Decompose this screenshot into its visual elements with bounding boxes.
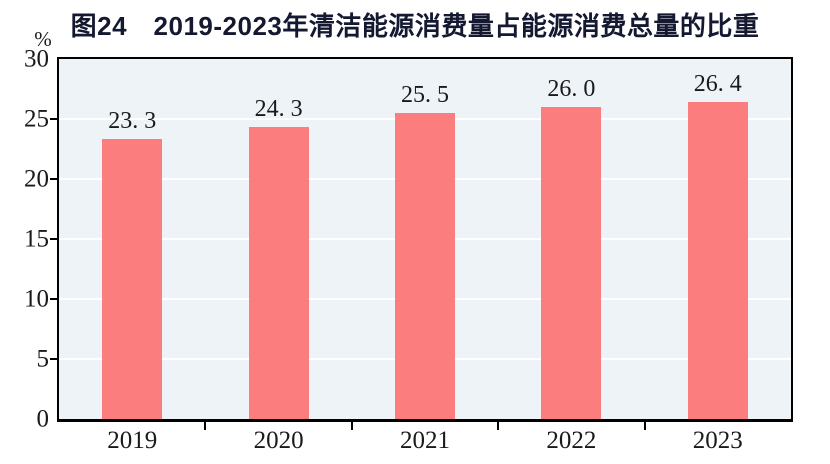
x-tick-mark [204, 422, 207, 430]
bar-value-label: 26. 0 [547, 75, 596, 102]
y-tick-label: 10 [24, 285, 49, 313]
chart-title: 图24 2019-2023年清洁能源消费量占能源消费总量的比重 [70, 11, 760, 41]
y-axis: 0 5 10 15 20 25 30 [0, 47, 57, 432]
y-tick-mark [50, 358, 57, 360]
x-axis: 2019 2020 2021 2022 2023 [59, 422, 791, 462]
x-tick-label-2020: 2020 [253, 427, 304, 454]
y-tick-label: 25 [24, 105, 49, 133]
y-tick-mark [50, 118, 57, 120]
bar-2020 [248, 127, 309, 419]
y-tick-label: 20 [24, 165, 49, 193]
bar-2019 [102, 139, 163, 419]
y-tick-label: 5 [36, 345, 50, 373]
y-tick-mark [50, 238, 57, 240]
bar-value-label: 24. 3 [254, 96, 303, 123]
x-tick-mark [350, 422, 353, 430]
x-tick-label-2019: 2019 [107, 427, 158, 454]
y-tick-label: 30 [24, 45, 49, 73]
x-tick-label-2023: 2023 [692, 427, 743, 454]
x-tick-mark [643, 422, 646, 430]
y-axis-unit-label: % [34, 27, 52, 51]
bar-value-label: 26. 4 [693, 70, 742, 97]
x-tick-mark [497, 422, 500, 430]
y-tick-mark [50, 298, 57, 300]
x-tick-label-2022: 2022 [546, 427, 597, 454]
bar-value-label: 25. 5 [401, 81, 449, 108]
bar-2023 [687, 102, 748, 419]
y-tick-label: 0 [36, 405, 50, 433]
y-tick-label: 15 [24, 225, 49, 253]
y-tick-mark [50, 178, 57, 180]
x-tick-label-2021: 2021 [400, 427, 450, 454]
bar-2021 [395, 113, 455, 419]
bar-2022 [541, 107, 602, 419]
plot-area: 23. 3 24. 3 25. 5 26. 0 26. 4 [57, 57, 793, 422]
bar-value-label: 23. 3 [108, 108, 157, 135]
